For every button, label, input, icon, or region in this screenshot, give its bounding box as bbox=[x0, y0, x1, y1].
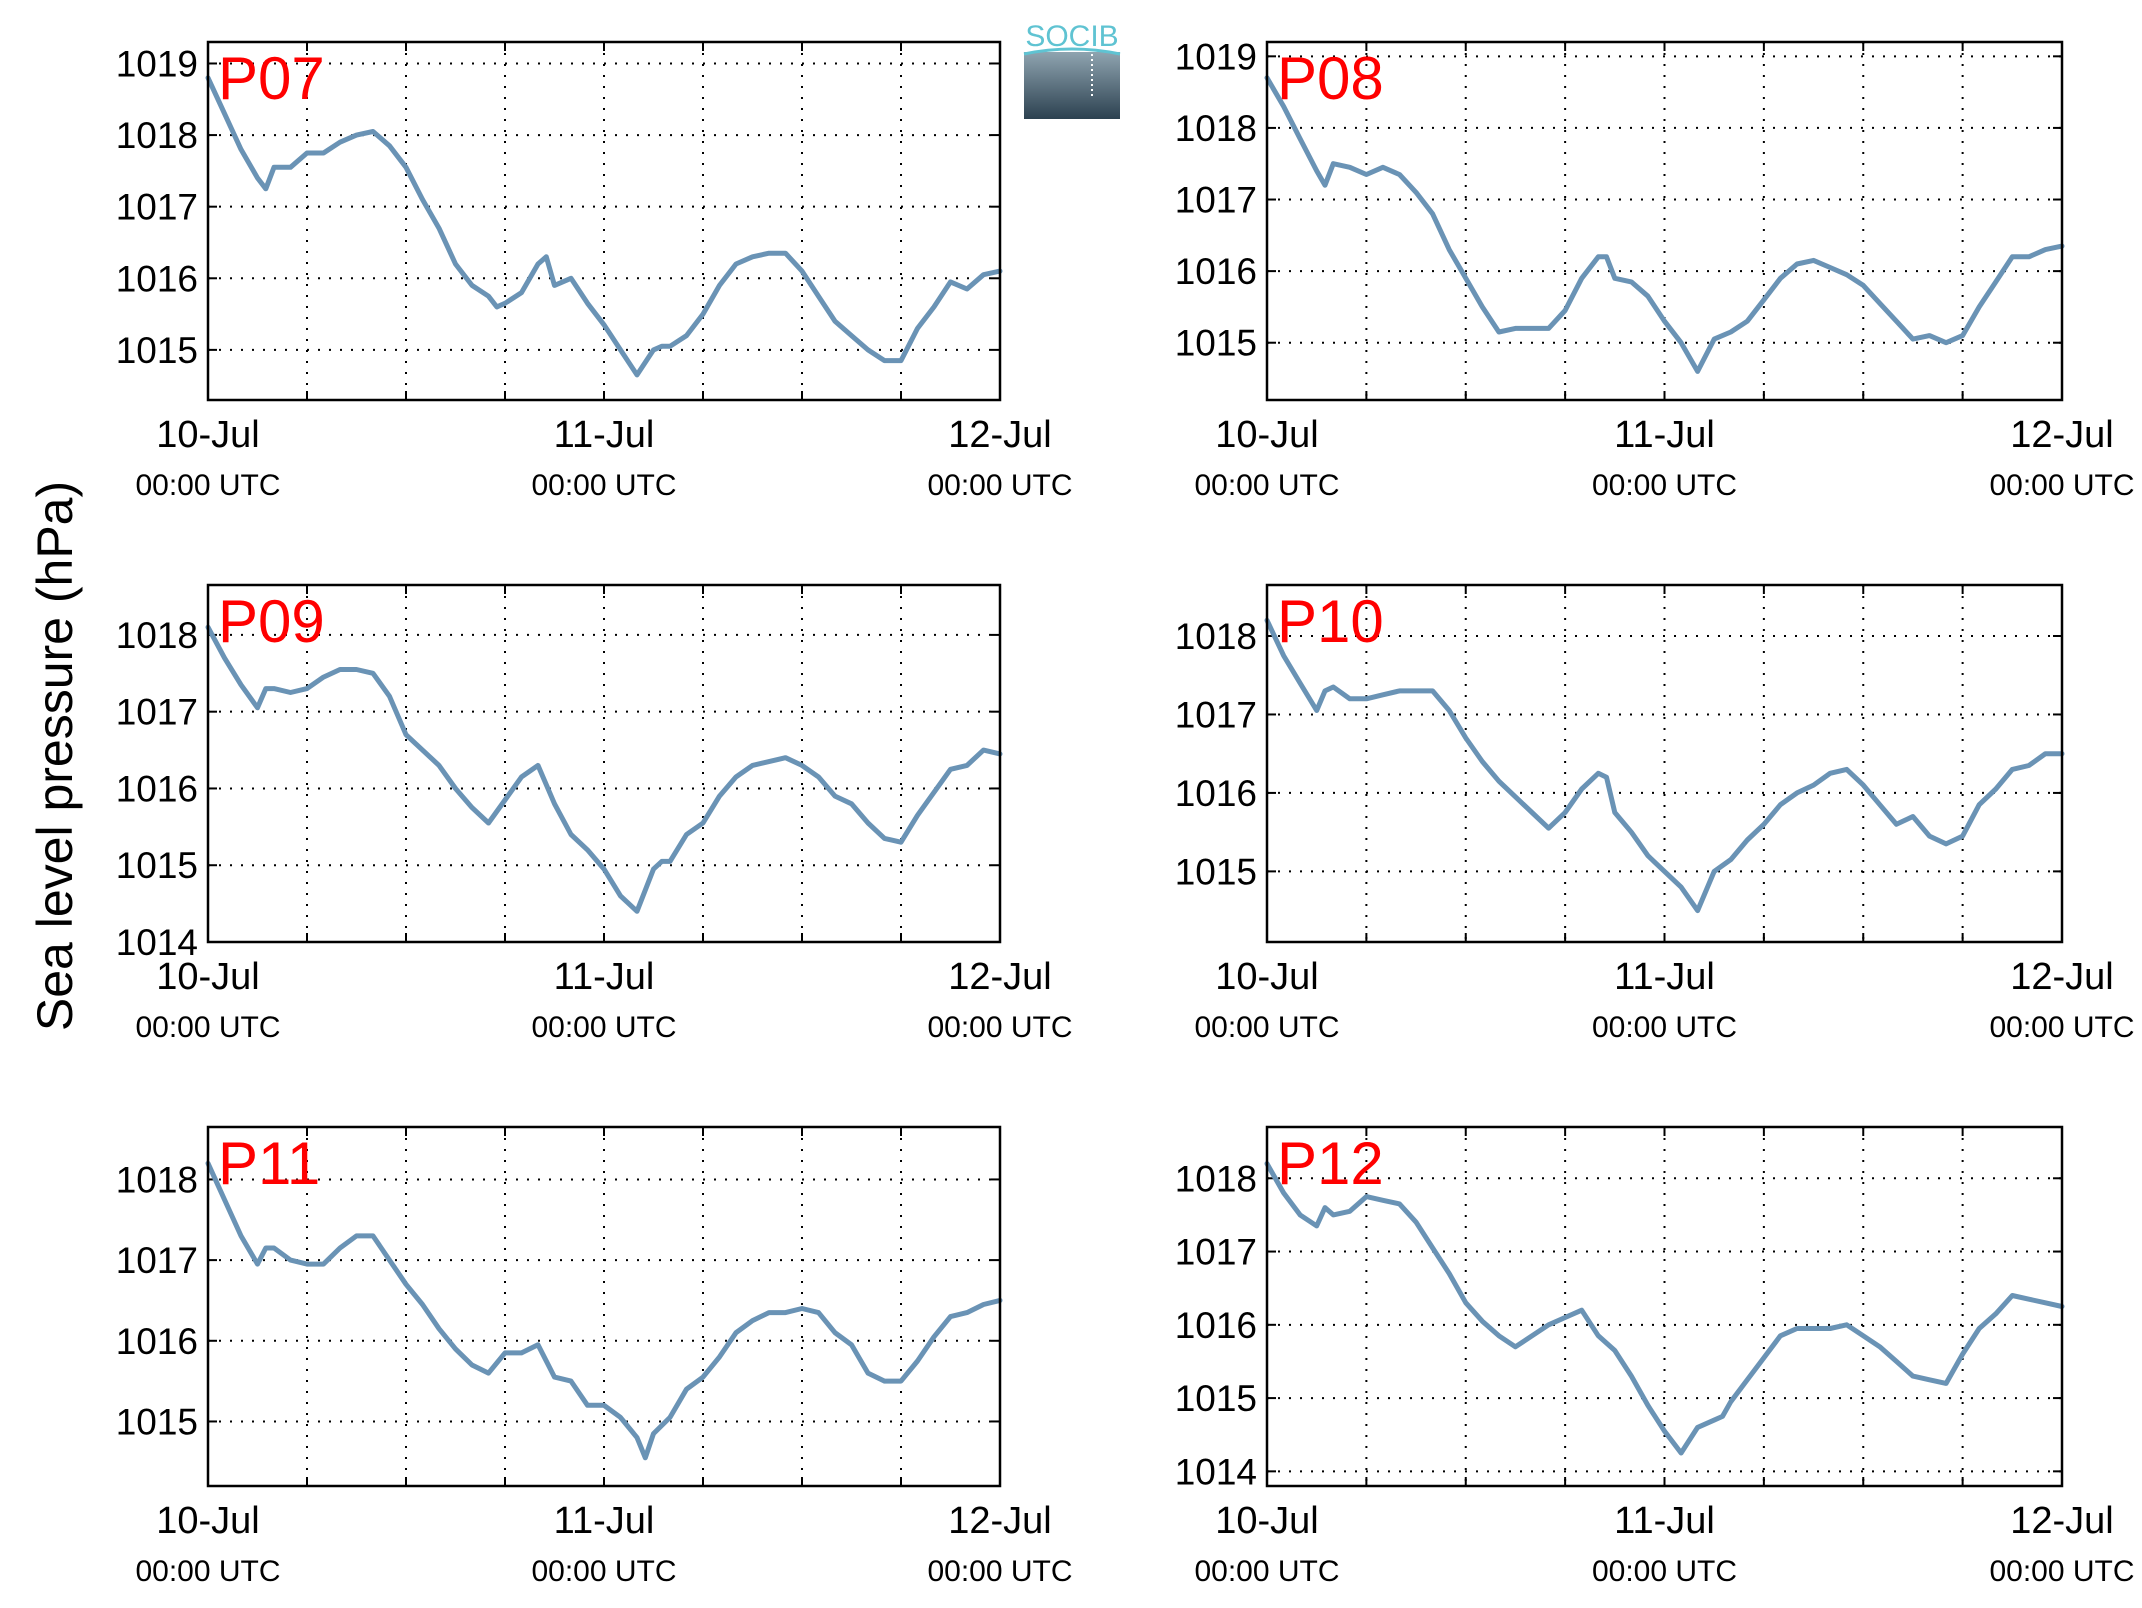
x-tick-sublabel: 00:00 UTC bbox=[1194, 469, 1339, 502]
y-tick-label: 1016 bbox=[116, 768, 198, 809]
x-tick-sublabel: 00:00 UTC bbox=[531, 469, 676, 502]
x-tick-label: 12-Jul bbox=[2010, 956, 2114, 998]
x-tick-label: 11-Jul bbox=[1614, 414, 1715, 456]
x-tick-sublabel: 00:00 UTC bbox=[135, 469, 280, 502]
x-tick-sublabel: 00:00 UTC bbox=[531, 1555, 676, 1588]
y-tick-label: 1019 bbox=[116, 43, 198, 84]
x-tick-label: 10-Jul bbox=[156, 956, 260, 998]
panel-p12: 1014 1015 1016 1017 1018 10-Jul 00:00 UTC 11-Ju… bbox=[1175, 1125, 2135, 1588]
x-tick-label: 10-Jul bbox=[1215, 1500, 1319, 1542]
pressure-series-line bbox=[1264, 75, 2065, 374]
x-tick-label: 10-Jul bbox=[1215, 956, 1319, 998]
station-label: P08 bbox=[1277, 45, 1384, 112]
axes-frame bbox=[1265, 40, 2064, 402]
x-tick-label: 11-Jul bbox=[554, 956, 655, 998]
x-tick-sublabel: 00:00 UTC bbox=[1194, 1555, 1339, 1588]
axes-frame bbox=[206, 583, 1002, 944]
y-tick-label: 1017 bbox=[116, 187, 198, 228]
y-tick-label: 1016 bbox=[116, 258, 198, 299]
y-tick-label: 1016 bbox=[1175, 1305, 1257, 1346]
axes-frame bbox=[206, 1125, 1002, 1488]
x-tick-sublabel: 00:00 UTC bbox=[1194, 1011, 1339, 1044]
axes-frame bbox=[206, 40, 1002, 402]
x-tick-sublabel: 00:00 UTC bbox=[1592, 1555, 1737, 1588]
station-label: P10 bbox=[1277, 588, 1384, 655]
y-tick-label: 1014 bbox=[116, 922, 198, 963]
x-tick-label: 12-Jul bbox=[948, 414, 1052, 456]
x-tick-label: 10-Jul bbox=[156, 1500, 260, 1542]
pressure-series-line bbox=[1264, 1161, 2065, 1456]
station-label: P09 bbox=[218, 588, 325, 655]
pressure-series-line bbox=[205, 624, 1003, 914]
x-tick-sublabel: 00:00 UTC bbox=[135, 1555, 280, 1588]
x-tick-sublabel: 00:00 UTC bbox=[927, 1555, 1072, 1588]
x-tick-sublabel: 00:00 UTC bbox=[927, 1011, 1072, 1044]
x-tick-label: 11-Jul bbox=[554, 414, 655, 456]
y-tick-label: 1017 bbox=[116, 1240, 198, 1281]
x-tick-label: 10-Jul bbox=[156, 414, 260, 456]
y-tick-label: 1015 bbox=[116, 1401, 198, 1442]
x-tick-sublabel: 00:00 UTC bbox=[1592, 469, 1737, 502]
y-tick-label: 1015 bbox=[1175, 1378, 1257, 1419]
x-tick-label: 11-Jul bbox=[1614, 1500, 1715, 1542]
y-tick-label: 1018 bbox=[1175, 616, 1257, 657]
y-tick-label: 1018 bbox=[116, 615, 198, 656]
pressure-series-line bbox=[205, 1160, 1003, 1461]
panel-p10: 1015 1016 1017 1018 10-Jul 00:00 UTC 11-Jul 00:… bbox=[1175, 583, 2135, 1044]
x-tick-label: 12-Jul bbox=[948, 956, 1052, 998]
panel-p08: 1015 1016 1017 1018 1019 10-Jul 00:00 UTC 11-Ju… bbox=[1175, 36, 2135, 502]
x-tick-label: 12-Jul bbox=[2010, 1500, 2114, 1542]
y-tick-label: 1016 bbox=[116, 1321, 198, 1362]
x-tick-sublabel: 00:00 UTC bbox=[135, 1011, 280, 1044]
y-tick-label: 1015 bbox=[1175, 851, 1257, 892]
pressure-series-line bbox=[205, 75, 1003, 378]
x-tick-label: 12-Jul bbox=[948, 1500, 1052, 1542]
station-label: P12 bbox=[1277, 1130, 1384, 1197]
x-tick-sublabel: 00:00 UTC bbox=[1592, 1011, 1737, 1044]
x-tick-sublabel: 00:00 UTC bbox=[927, 469, 1072, 502]
y-tick-label: 1018 bbox=[116, 115, 198, 156]
station-label: P11 bbox=[218, 1130, 320, 1197]
axes-frame bbox=[1265, 1125, 2064, 1488]
panel-p09: 1014 1015 1016 1017 1018 10-Jul 00:00 UTC 11-Ju… bbox=[116, 583, 1073, 1044]
panel-p07: 1015 1016 1017 1018 1019 10-Jul 00:00 UTC 11-Ju… bbox=[116, 40, 1073, 502]
axes-frame bbox=[1265, 583, 2064, 944]
x-tick-sublabel: 00:00 UTC bbox=[531, 1011, 676, 1044]
y-tick-label: 1017 bbox=[1175, 180, 1257, 221]
panel-p11: 1015 1016 1017 1018 10-Jul 00:00 UTC 11-Jul 00:… bbox=[116, 1125, 1073, 1588]
y-tick-label: 1015 bbox=[1175, 323, 1257, 364]
socib-logo: SOCIB bbox=[1022, 18, 1122, 121]
y-tick-label: 1015 bbox=[116, 845, 198, 886]
x-tick-sublabel: 00:00 UTC bbox=[1989, 1011, 2134, 1044]
y-tick-label: 1016 bbox=[1175, 773, 1257, 814]
y-tick-label: 1018 bbox=[1175, 108, 1257, 149]
y-tick-label: 1017 bbox=[116, 692, 198, 733]
y-tick-label: 1016 bbox=[1175, 251, 1257, 292]
x-tick-label: 11-Jul bbox=[1614, 956, 1715, 998]
y-tick-label: 1017 bbox=[1175, 694, 1257, 735]
y-tick-label: 1018 bbox=[1175, 1158, 1257, 1199]
pressure-series-line bbox=[1264, 617, 2065, 914]
y-tick-label: 1014 bbox=[1175, 1451, 1257, 1492]
x-tick-label: 12-Jul bbox=[2010, 414, 2114, 456]
y-tick-label: 1018 bbox=[116, 1159, 198, 1200]
y-tick-label: 1017 bbox=[1175, 1232, 1257, 1273]
y-tick-label: 1019 bbox=[1175, 36, 1257, 77]
x-tick-label: 10-Jul bbox=[1215, 414, 1319, 456]
x-tick-sublabel: 00:00 UTC bbox=[1989, 1555, 2134, 1588]
x-tick-label: 11-Jul bbox=[554, 1500, 655, 1542]
x-tick-sublabel: 00:00 UTC bbox=[1989, 469, 2134, 502]
y-tick-label: 1015 bbox=[116, 330, 198, 371]
station-label: P07 bbox=[218, 45, 325, 112]
